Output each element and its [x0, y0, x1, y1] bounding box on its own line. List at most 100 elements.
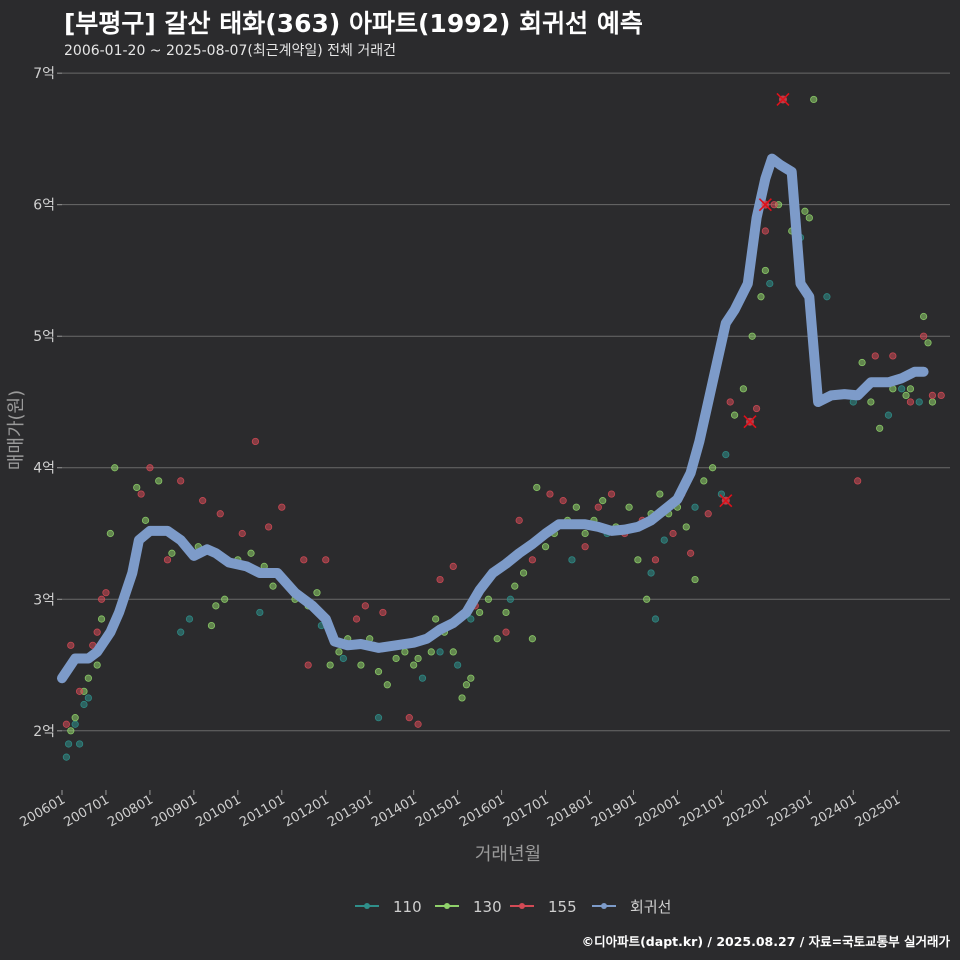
point-110 [339, 654, 347, 663]
point-130 [247, 549, 255, 557]
point-130 [313, 589, 321, 597]
y-tick-label: 5억 [33, 329, 55, 345]
legend-label: 130 [473, 898, 502, 916]
point-155 [651, 556, 660, 564]
highlight-cross [743, 415, 757, 429]
point-130 [462, 681, 471, 689]
legend-label: 회귀선 [630, 898, 671, 916]
point-155 [75, 687, 84, 695]
x-tick-label: 202501 [853, 792, 903, 830]
point-130 [801, 207, 809, 215]
highlight-cross [758, 198, 772, 212]
x-tick-label: 201101 [237, 792, 287, 830]
point-155 [669, 529, 677, 538]
x-axis-title: 거래년월 [475, 844, 541, 865]
legend-swatch-dot [444, 903, 450, 909]
point-155 [687, 549, 695, 557]
x-tick-label: 200701 [61, 792, 111, 830]
point-110 [898, 385, 906, 393]
point-110 [436, 648, 444, 656]
point-155 [515, 516, 523, 524]
point-130 [924, 339, 932, 347]
point-110 [64, 740, 73, 748]
legend: 110 130 155 회귀선 [355, 898, 671, 916]
x-tick-label: 201501 [413, 792, 463, 830]
point-155 [920, 332, 928, 340]
point-130 [449, 648, 457, 656]
point-155 [726, 398, 734, 406]
point-110 [691, 503, 699, 511]
x-tick-label: 201001 [193, 792, 243, 830]
point-155 [928, 391, 937, 400]
point-155 [102, 589, 110, 597]
point-110 [185, 615, 194, 623]
point-110 [568, 556, 576, 564]
point-130 [106, 529, 114, 538]
point-155 [906, 398, 915, 406]
point-130 [902, 391, 910, 400]
point-130 [761, 266, 769, 275]
point-110 [722, 450, 730, 459]
point-130 [357, 661, 365, 669]
x-tick-label: 202001 [633, 792, 683, 830]
point-110 [915, 398, 923, 406]
regression-line [57, 153, 929, 684]
point-110 [256, 608, 264, 617]
point-155 [436, 575, 444, 584]
point-130 [155, 477, 163, 485]
y-tick-label: 6억 [33, 198, 55, 214]
point-130 [168, 549, 176, 557]
point-130 [572, 503, 580, 511]
point-130 [709, 464, 717, 472]
point-110 [418, 674, 427, 682]
x-tick-label: 200601 [18, 792, 68, 830]
point-155 [752, 404, 761, 413]
point-155 [889, 352, 897, 360]
point-155 [379, 608, 387, 617]
point-130 [458, 694, 466, 702]
y-tick-label: 2억 [33, 724, 55, 740]
x-tick-label: 200901 [149, 792, 199, 830]
point-155 [304, 661, 312, 669]
point-130 [511, 582, 519, 590]
point-110 [766, 280, 774, 288]
point-130 [810, 95, 818, 104]
point-130 [920, 312, 928, 321]
point-130 [730, 411, 739, 419]
point-155 [238, 529, 246, 538]
legend-label: 110 [393, 898, 422, 916]
point-130 [221, 595, 229, 603]
point-130 [519, 569, 528, 577]
point-155 [93, 628, 101, 636]
point-130 [928, 398, 937, 406]
y-axis-title: 매매가(원) [6, 390, 27, 470]
point-130 [401, 648, 409, 656]
point-155 [607, 490, 616, 498]
point-130 [805, 214, 813, 222]
point-130 [634, 556, 642, 564]
point-155 [502, 628, 510, 636]
x-tick-label: 201401 [369, 792, 419, 830]
point-130 [326, 661, 334, 669]
point-110 [80, 700, 88, 709]
point-155 [581, 543, 589, 551]
point-130 [493, 635, 501, 643]
point-130 [691, 575, 699, 584]
point-110 [177, 628, 185, 636]
point-130 [111, 464, 119, 472]
point-130 [141, 516, 150, 524]
point-155 [146, 464, 154, 472]
point-130 [476, 608, 484, 617]
legend-swatch-dot [601, 903, 607, 909]
regression-line-group [57, 153, 929, 684]
point-110 [651, 615, 660, 623]
legend-swatch-dot [364, 903, 370, 909]
point-155 [216, 510, 224, 518]
point-130 [867, 398, 875, 406]
point-130 [410, 661, 418, 669]
point-130 [432, 615, 440, 623]
x-tick-label: 202201 [721, 792, 771, 830]
point-130 [858, 358, 866, 367]
point-130 [876, 424, 884, 432]
point-130 [739, 385, 747, 393]
